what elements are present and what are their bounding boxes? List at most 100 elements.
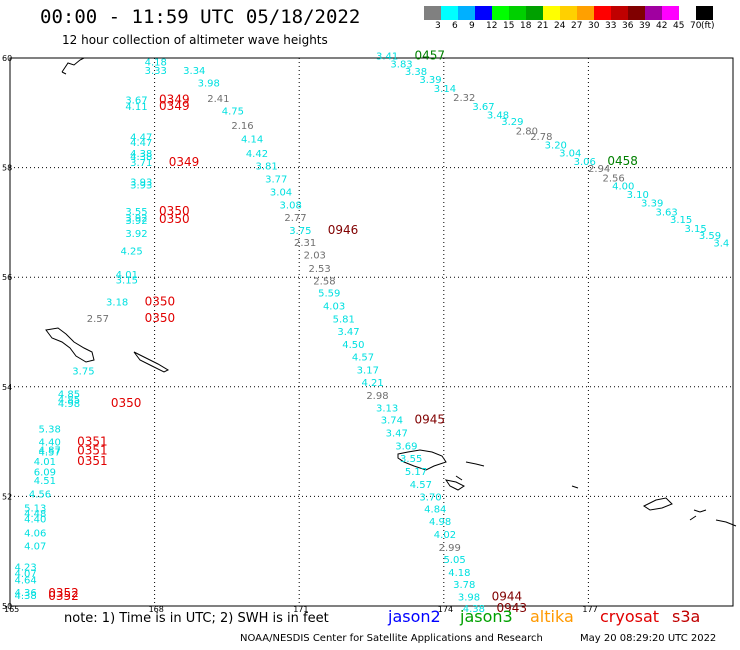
units-note: note: 1) Time is in UTC; 2) SWH is in fe… <box>64 611 329 626</box>
wave-height-value: 3.92 <box>125 216 147 227</box>
wave-height-value: 3.81 <box>255 161 277 172</box>
wave-height-value: 4.57 <box>39 447 61 458</box>
legend-swatch <box>645 6 662 20</box>
island-small-3 <box>715 519 737 527</box>
wave-height-value: 4.47 <box>130 138 152 149</box>
wave-height-value: 4.64 <box>14 576 36 587</box>
legend-label: 21 <box>537 21 549 31</box>
credit-line: NOAA/NESDIS Center for Satellite Applica… <box>240 633 543 644</box>
wave-height-value: 2.03 <box>304 251 326 262</box>
commander-island-bering <box>45 327 95 363</box>
legend-label: 27 <box>571 21 583 31</box>
wave-height-value: 4.57 <box>410 480 432 491</box>
wave-height-value: 4.03 <box>323 302 345 313</box>
legend-swatch <box>696 6 713 20</box>
wave-height-value: 3.74 <box>381 416 403 427</box>
wave-height-value: 2.41 <box>207 94 229 105</box>
wave-height-value: 4.87 <box>39 445 61 456</box>
wave-height-value: 4.51 <box>34 476 56 487</box>
wave-height-value: 4.38 <box>463 604 485 615</box>
island-kiska-group <box>643 497 673 511</box>
wave-height-value: 3.15 <box>116 275 138 286</box>
wave-height-value: 4.07 <box>24 542 46 553</box>
legend-label: 33 <box>605 21 617 31</box>
legend-swatch <box>509 6 526 20</box>
legend-swatch <box>662 6 679 20</box>
wave-height-value: 3.92 <box>125 229 147 240</box>
generated-date: May 20 08:29:20 UTC 2022 <box>580 633 717 644</box>
map-title: 00:00 - 11:59 UTC 05/18/2022 <box>40 6 361 28</box>
wave-height-value: 3.29 <box>501 117 523 128</box>
wave-height-value: 3.17 <box>357 365 379 376</box>
wave-height-value: 4.07 <box>14 569 36 580</box>
legend-swatch <box>475 6 492 20</box>
island-rat <box>444 479 465 491</box>
wave-height-value: 4.00 <box>612 182 634 193</box>
pass-time-label: 0944 <box>492 590 523 604</box>
lat-label: 56 <box>2 273 12 282</box>
wave-height-value: 3.67 <box>472 102 494 113</box>
wave-height-value: 4.56 <box>29 490 51 501</box>
wave-height-value: 3.67 <box>125 96 147 107</box>
island-small-1 <box>571 485 579 489</box>
wave-height-value: 3.20 <box>545 141 567 152</box>
wave-height-value: 3.15 <box>670 215 692 226</box>
wave-height-value: 3.75 <box>289 226 311 237</box>
wave-height-value: 2.31 <box>294 238 316 249</box>
coastline-top-left <box>61 57 85 75</box>
pass-time-label: 0945 <box>415 413 446 427</box>
wave-height-value: 3.93 <box>130 181 152 192</box>
pass-time-label: 0350 <box>111 396 142 410</box>
pass-time-label: 0351 <box>77 454 108 468</box>
wave-height-value: 3.47 <box>337 327 359 338</box>
wave-height-value: 4.42 <box>246 149 268 160</box>
wave-height-value: 3.38 <box>405 67 427 78</box>
pass-time-label: 0349 <box>159 93 190 107</box>
pass-time-label: 0943 <box>496 601 527 615</box>
lon-label: 177 <box>582 605 597 614</box>
legend-label: 18 <box>520 21 532 31</box>
legend-swatch <box>543 6 560 20</box>
legend-label: (ft) <box>701 21 715 31</box>
wave-height-value: 5.59 <box>318 289 340 300</box>
legend-label: 3 <box>435 21 441 31</box>
legend-label: 9 <box>469 21 475 31</box>
wave-height-value: 3.34 <box>183 66 205 77</box>
lat-label: 54 <box>2 383 12 392</box>
wave-height-value: 4.23 <box>14 563 36 574</box>
wave-height-value: 3.39 <box>419 75 441 86</box>
wave-height-value: 3.4 <box>713 239 729 250</box>
wave-height-value: 3.70 <box>419 492 441 503</box>
legend-label: 42 <box>656 21 668 31</box>
satellite-altika: altika <box>530 607 574 626</box>
wave-height-value: 3.55 <box>400 454 422 465</box>
lon-label: 168 <box>149 605 164 614</box>
wave-height-value: 4.48 <box>24 509 46 520</box>
lat-label: 58 <box>2 164 12 173</box>
wave-height-value: 3.77 <box>265 175 287 186</box>
wave-height-value: 3.15 <box>684 224 706 235</box>
legend-label: 39 <box>639 21 651 31</box>
legend-swatch <box>441 6 458 20</box>
wave-height-value: 3.14 <box>434 84 456 95</box>
wave-height-value: 4.21 <box>362 378 384 389</box>
wave-height-value: 4.36 <box>14 588 36 599</box>
wave-height-value: 2.57 <box>87 314 109 325</box>
wave-height-value: 3.69 <box>395 441 417 452</box>
wave-height-value: 4.85 <box>58 395 80 406</box>
wave-height-value: 3.71 <box>130 158 152 169</box>
wave-height-value: 3.08 <box>280 200 302 211</box>
wave-height-value: 2.99 <box>439 543 461 554</box>
wave-height-value: 3.04 <box>270 188 292 199</box>
legend-label: 24 <box>554 21 566 31</box>
legend-swatch <box>577 6 594 20</box>
wave-height-value: 3.98 <box>458 593 480 604</box>
wave-height-value: 2.58 <box>313 276 335 287</box>
satellite-jason3: jason3 <box>460 607 513 626</box>
legend-label: 36 <box>622 21 634 31</box>
legend-swatch <box>611 6 628 20</box>
island-attu <box>397 449 447 471</box>
legend-label: 12 <box>486 21 498 31</box>
pass-time-label: 0350 <box>145 311 176 325</box>
